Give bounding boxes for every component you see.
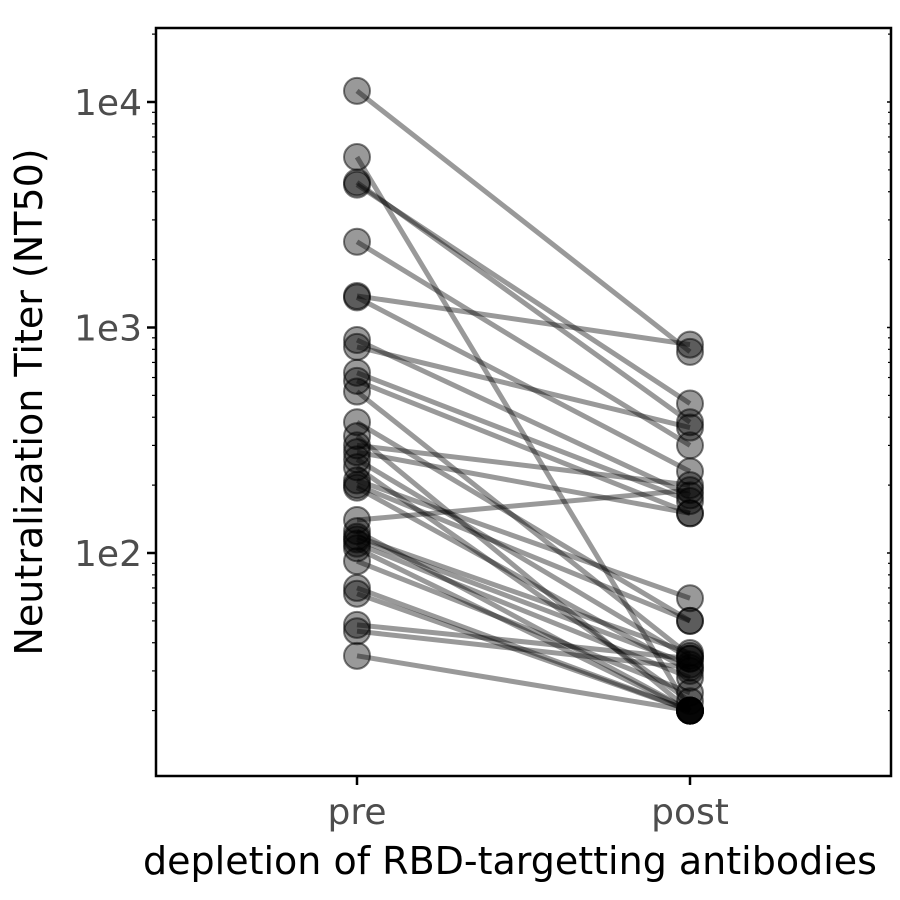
pair-line — [355, 545, 692, 713]
point-post — [676, 584, 704, 613]
pair-line — [355, 457, 692, 661]
y-tick-label: 1e4 — [74, 83, 142, 124]
pair-line — [356, 293, 691, 348]
pair-line — [356, 622, 691, 662]
pair-line — [356, 628, 691, 671]
x-axis-title: depletion of RBD-targetting antibodies — [143, 839, 877, 883]
point-post — [676, 476, 704, 505]
point-post — [676, 644, 704, 673]
point-post — [676, 330, 704, 359]
pair-line — [355, 337, 692, 498]
point-pre — [343, 617, 371, 646]
x-tick-label-post: post — [651, 792, 729, 833]
pair-line — [356, 442, 691, 488]
point-pre — [343, 377, 371, 406]
pair-line — [356, 536, 691, 667]
pair-line — [356, 541, 691, 680]
point-pre — [343, 579, 371, 608]
point-post — [676, 499, 704, 528]
pair-line — [356, 585, 691, 713]
pair-line — [355, 180, 692, 425]
y-axis-title: Neutralization Titer (NT50) — [7, 148, 51, 655]
point-pre — [343, 473, 371, 502]
point-pre — [343, 76, 371, 105]
point-pre — [343, 326, 371, 355]
pair-line — [355, 420, 692, 624]
pair-line — [355, 239, 692, 448]
point-post — [676, 653, 704, 682]
point-pre — [343, 422, 371, 451]
x-axis: pre post — [327, 776, 729, 833]
point-pre — [343, 227, 371, 256]
pair-line — [355, 88, 692, 354]
point-pre — [343, 431, 371, 460]
series-points — [343, 76, 704, 725]
pair-line — [356, 534, 691, 656]
point-pre — [343, 366, 371, 395]
point-pre — [343, 438, 371, 467]
plot-background — [156, 28, 891, 776]
pair-line — [355, 182, 692, 406]
pair-line — [355, 528, 692, 713]
point-post — [676, 687, 704, 716]
point-post — [676, 606, 704, 635]
pair-line — [355, 485, 692, 674]
pair-line — [356, 378, 691, 516]
pair-line — [355, 389, 692, 658]
pair-line — [354, 155, 693, 712]
pair-line — [356, 449, 691, 516]
x-tick-label-pre: pre — [327, 792, 386, 833]
pair-line — [356, 558, 691, 696]
point-pre — [343, 143, 371, 172]
point-post — [676, 696, 704, 725]
series-lines — [354, 88, 693, 714]
pair-line — [356, 482, 691, 624]
point-pre — [343, 332, 371, 361]
y-axis: 1e2 1e3 1e4 — [74, 33, 891, 712]
plot-panel-border — [154, 26, 893, 778]
pair-line — [356, 344, 691, 430]
pair-line — [356, 370, 691, 504]
pair-line — [355, 295, 692, 474]
point-post — [676, 337, 704, 366]
point-pre — [343, 641, 371, 670]
pair-line — [356, 591, 691, 713]
pair-line — [356, 477, 691, 601]
y-tick-label: 1e2 — [74, 534, 142, 575]
point-post — [676, 389, 704, 418]
pair-line — [355, 465, 692, 704]
point-post — [676, 413, 704, 442]
point-pre — [343, 283, 371, 312]
pair-line — [356, 653, 691, 714]
pair-line — [356, 487, 691, 523]
pair-line — [355, 434, 692, 713]
point-pre — [343, 547, 371, 576]
y-tick-label: 1e3 — [74, 309, 142, 350]
point-pre — [343, 610, 371, 639]
point-pre — [343, 170, 371, 199]
point-post — [676, 663, 704, 692]
